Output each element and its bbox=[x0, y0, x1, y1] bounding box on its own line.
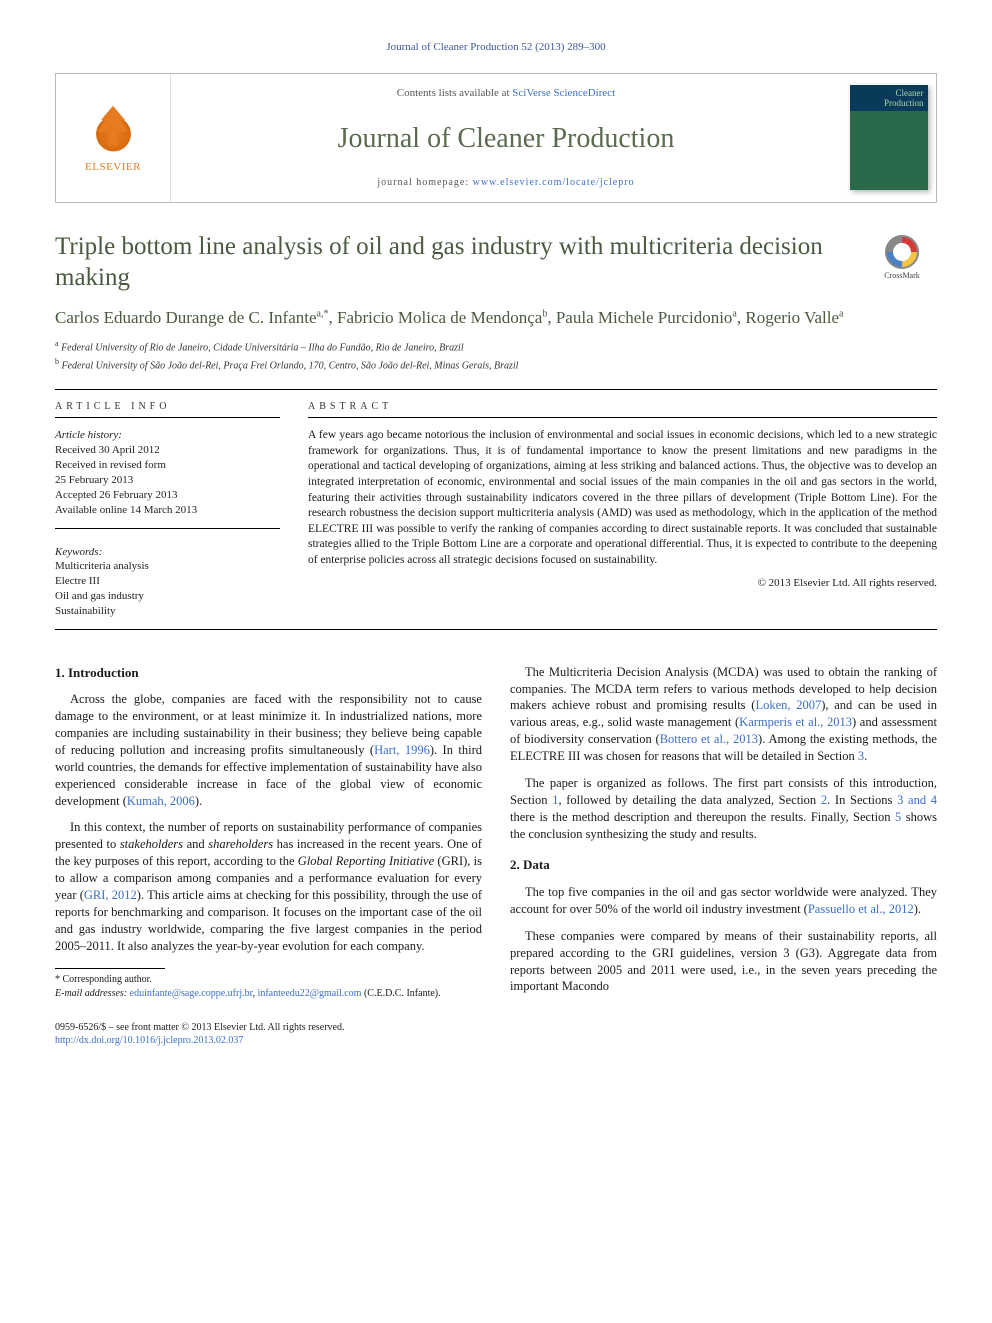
crossmark-label: CrossMark bbox=[867, 271, 937, 282]
email-link[interactable]: eduinfante@sage.coppe.ufrj.br bbox=[130, 988, 253, 999]
divider bbox=[55, 629, 937, 630]
footnote-separator bbox=[55, 968, 165, 969]
body-paragraph: These companies were compared by means o… bbox=[510, 928, 937, 996]
journal-homepage-line: journal homepage: www.elsevier.com/locat… bbox=[181, 176, 831, 190]
history-line: Received in revised form bbox=[55, 458, 280, 473]
section-heading-intro: 1. Introduction bbox=[55, 664, 482, 682]
body-paragraph: The Multicriteria Decision Analysis (MCD… bbox=[510, 664, 937, 765]
elsevier-tree-icon bbox=[86, 101, 141, 156]
history-line: Accepted 26 February 2013 bbox=[55, 488, 280, 503]
section-heading-data: 2. Data bbox=[510, 856, 937, 874]
body-paragraph: Across the globe, companies are faced wi… bbox=[55, 691, 482, 809]
keyword-item: Sustainability bbox=[55, 604, 280, 619]
publisher-name: ELSEVIER bbox=[85, 160, 141, 175]
keyword-item: Multicriteria analysis bbox=[55, 559, 280, 574]
abstract-copyright: © 2013 Elsevier Ltd. All rights reserved… bbox=[308, 576, 937, 591]
email-link[interactable]: infanteedu22@gmail.com bbox=[258, 988, 362, 999]
affiliation-line: a Federal University of Rio de Janeiro, … bbox=[55, 338, 937, 355]
journal-cover-image bbox=[850, 85, 928, 190]
doi-link[interactable]: http://dx.doi.org/10.1016/j.jclepro.2013… bbox=[55, 1035, 243, 1046]
article-body: 1. Introduction Across the globe, compan… bbox=[55, 664, 937, 1003]
citation-link[interactable]: GRI, 2012 bbox=[84, 888, 137, 902]
citation-link[interactable]: Hart, 1996 bbox=[374, 743, 430, 757]
history-line: 25 February 2013 bbox=[55, 473, 280, 488]
body-paragraph: The top five companies in the oil and ga… bbox=[510, 884, 937, 918]
front-matter-line: 0959-6526/$ – see front matter © 2013 El… bbox=[55, 1021, 344, 1035]
article-title: Triple bottom line analysis of oil and g… bbox=[55, 231, 847, 294]
journal-masthead: ELSEVIER Contents lists available at Sci… bbox=[55, 73, 937, 203]
history-head: Article history: bbox=[55, 428, 280, 443]
keywords-head: Keywords: bbox=[55, 545, 280, 560]
keyword-item: Oil and gas industry bbox=[55, 589, 280, 604]
citation-link[interactable]: Loken, 2007 bbox=[755, 698, 821, 712]
sciencedirect-link[interactable]: SciVerse ScienceDirect bbox=[512, 87, 615, 99]
keywords: Keywords: Multicriteria analysisElectre … bbox=[55, 545, 280, 619]
affiliation-line: b Federal University of São João del-Rei… bbox=[55, 356, 937, 373]
journal-cover-thumb bbox=[841, 74, 936, 202]
crossmark-badge[interactable]: CrossMark bbox=[867, 235, 937, 282]
citation-link[interactable]: Karmperis et al., 2013 bbox=[739, 715, 852, 729]
publisher-logo: ELSEVIER bbox=[56, 74, 171, 202]
journal-name: Journal of Cleaner Production bbox=[181, 120, 831, 158]
abstract-text: A few years ago became notorious the inc… bbox=[308, 428, 937, 568]
page-footer: 0959-6526/$ – see front matter © 2013 El… bbox=[55, 1021, 937, 1048]
article-history: Article history: Received 30 April 2012R… bbox=[55, 428, 280, 528]
body-paragraph: In this context, the number of reports o… bbox=[55, 819, 482, 954]
history-line: Received 30 April 2012 bbox=[55, 443, 280, 458]
section-link[interactable]: 3 and 4 bbox=[897, 793, 937, 807]
citation-link[interactable]: Bottero et al., 2013 bbox=[660, 732, 758, 746]
citation-link[interactable]: Passuello et al., 2012 bbox=[808, 902, 914, 916]
running-head: Journal of Cleaner Production 52 (2013) … bbox=[55, 40, 937, 55]
crossmark-icon bbox=[885, 235, 919, 269]
contents-available-line: Contents lists available at SciVerse Sci… bbox=[181, 86, 831, 101]
keyword-item: Electre III bbox=[55, 574, 280, 589]
divider bbox=[55, 389, 937, 390]
corresponding-author-note: * Corresponding author. E-mail addresses… bbox=[55, 973, 482, 1000]
affiliations: a Federal University of Rio de Janeiro, … bbox=[55, 338, 937, 373]
citation-link[interactable]: Kumah, 2006 bbox=[127, 794, 195, 808]
abstract-heading: ABSTRACT bbox=[308, 400, 937, 419]
journal-homepage-link[interactable]: www.elsevier.com/locate/jclepro bbox=[473, 177, 635, 188]
history-line: Available online 14 March 2013 bbox=[55, 503, 280, 518]
authors-line: Carlos Eduardo Durange de C. Infantea,*,… bbox=[55, 307, 937, 330]
article-info-heading: ARTICLE INFO bbox=[55, 400, 280, 419]
body-paragraph: The paper is organized as follows. The f… bbox=[510, 775, 937, 843]
